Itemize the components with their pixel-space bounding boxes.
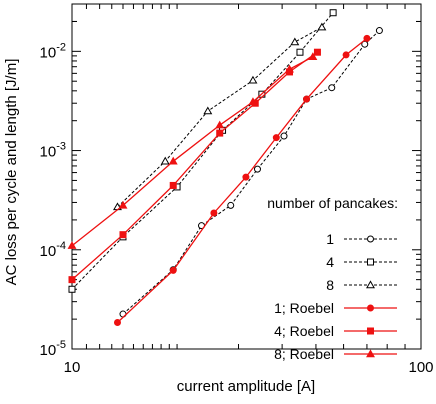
y-axis-label: AC loss per cycle and length [J/m]	[3, 59, 20, 286]
legend-title: number of pancakes:	[267, 195, 398, 211]
series-5	[69, 49, 320, 282]
series-line	[72, 13, 333, 290]
x-tick-label: 10	[64, 359, 81, 376]
legend-label: 8	[326, 277, 334, 293]
data-point	[170, 267, 176, 273]
plot-series	[68, 10, 382, 326]
legend-label: 4; Roebel	[274, 323, 334, 339]
legend-entry-5: 4; Roebel	[274, 323, 397, 339]
x-axis-label: current amplitude [A]	[177, 378, 315, 395]
data-point	[273, 135, 279, 141]
legend-entry-3: 8	[326, 277, 397, 293]
data-point	[330, 10, 336, 16]
y-tick-label: 10-2	[40, 41, 66, 61]
legend-label: 1	[326, 231, 334, 247]
legend-label: 8; Roebel	[274, 346, 334, 362]
legend: number of pancakes: 1 4 8 1; Roebel 4; Roebel…	[267, 195, 398, 362]
data-point	[69, 277, 75, 283]
y-tick-label: 10-3	[40, 141, 66, 161]
y-tick-label: 10-5	[40, 339, 66, 359]
data-point	[376, 28, 382, 34]
data-point	[343, 52, 349, 58]
data-point	[114, 319, 120, 325]
data-point	[211, 210, 217, 216]
data-point	[216, 122, 223, 128]
legend-entry-6: 8; Roebel	[274, 346, 397, 362]
x-tick-label: 100	[408, 359, 433, 376]
data-point	[162, 158, 169, 164]
legend-label: 4	[326, 254, 334, 270]
data-point	[329, 85, 335, 91]
data-point	[254, 166, 260, 172]
data-point	[318, 24, 325, 30]
data-point	[368, 305, 374, 311]
series-3	[114, 24, 326, 210]
data-point	[368, 328, 374, 334]
data-point	[170, 182, 176, 188]
plot-axes: 10 100 10-5 10-4 10-3 10-2	[40, 4, 434, 376]
series-2	[69, 10, 336, 293]
data-point	[243, 174, 249, 180]
data-point	[304, 96, 310, 102]
data-point	[297, 49, 303, 55]
legend-entry-2: 4	[326, 254, 397, 270]
data-point	[69, 286, 75, 292]
data-point	[364, 35, 370, 41]
series-line	[72, 57, 313, 246]
data-point	[314, 49, 320, 55]
data-point	[217, 130, 223, 136]
data-point	[368, 259, 374, 265]
series-line	[118, 27, 322, 207]
data-point	[281, 133, 287, 139]
data-point	[120, 232, 126, 238]
data-point	[291, 38, 298, 44]
data-point	[204, 107, 211, 113]
data-point	[368, 236, 374, 242]
data-point	[367, 281, 374, 287]
series-6	[68, 53, 316, 248]
series-line	[72, 52, 317, 279]
series-1	[120, 28, 382, 318]
data-point	[228, 202, 234, 208]
y-tick-label: 10-4	[40, 240, 66, 260]
legend-label: 1; Roebel	[274, 300, 334, 316]
legend-entry-1: 1	[326, 231, 397, 247]
legend-entry-4: 1; Roebel	[274, 300, 397, 316]
